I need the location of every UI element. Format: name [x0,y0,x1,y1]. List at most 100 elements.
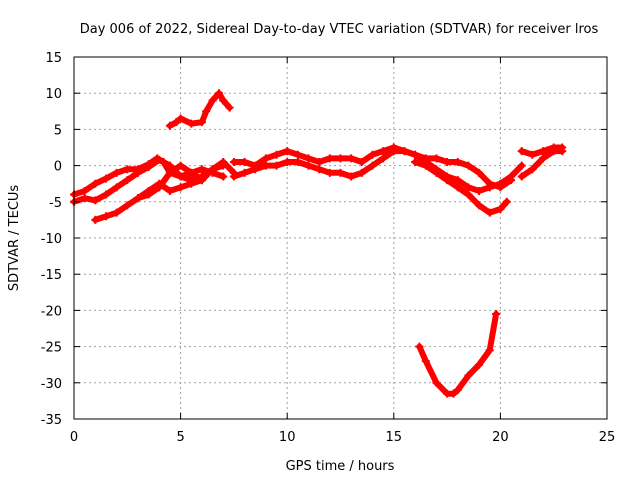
data-point [539,154,548,163]
data-point [80,194,89,203]
data-point [112,183,121,192]
y-tick-label: 10 [45,87,62,102]
data-point [133,168,142,177]
data-point [144,190,153,199]
x-tick-label: 0 [70,430,78,445]
series-track-j [517,143,567,159]
grid-lines [74,57,607,419]
data-point [293,150,302,159]
data-point [240,168,249,177]
data-point [475,186,484,195]
data-point [347,154,356,163]
x-tick-label: 25 [599,430,616,445]
data-point [517,172,526,181]
data-point [517,147,526,156]
data-point [123,201,132,210]
series-track-k [517,147,567,181]
data-point [415,342,424,351]
data-point [485,183,494,192]
data-point [453,183,462,192]
data-point [91,215,100,224]
data-point [219,172,228,181]
data-point [80,186,89,195]
data-point [432,154,441,163]
series-line [166,90,233,129]
data-point [325,168,334,177]
data-point [475,168,484,177]
data-point [492,310,501,319]
y-tick-label: 5 [54,123,62,138]
data-point [101,190,110,199]
data-point [272,161,281,170]
data-point [197,176,206,185]
data-point [208,96,217,105]
series-line [135,159,237,202]
data-point [101,174,110,183]
data-point [464,371,473,380]
data-point [176,183,185,192]
data-point [368,161,377,170]
data-point [389,147,398,156]
data-point [411,150,420,159]
data-point [272,150,281,159]
data-point [165,186,174,195]
data-point [91,179,100,188]
data-point [400,147,409,156]
series-track-i [415,310,501,398]
axis-ticks [73,56,608,420]
data-point [464,183,473,192]
data-point [502,197,511,206]
data-point [187,119,196,128]
y-axis-label: SDTVAR / TECUs [7,185,22,292]
data-point [443,176,452,185]
data-point [453,157,462,166]
data-point [172,118,181,127]
data-point [432,378,441,387]
data-point [123,176,132,185]
y-tick-label: 0 [54,160,62,175]
data-point [485,346,494,355]
y-tick-label: -15 [41,268,62,283]
data-point [304,161,313,170]
data-point [528,150,537,159]
data-point [261,161,270,170]
data-point [112,168,121,177]
series-track-g [229,147,526,195]
data-point [219,157,228,166]
series-line [230,148,525,194]
data-point [229,172,238,181]
data-point [219,96,228,105]
data-point [304,154,313,163]
data-point [558,147,567,156]
data-point [214,89,223,98]
data-point [368,150,377,159]
data-point [421,161,430,170]
data-point [165,161,174,170]
x-axis-label: GPS time / hours [286,459,395,474]
data-point [549,147,558,156]
data-point [176,114,185,123]
data-point [91,196,100,205]
series-track-d [133,157,238,203]
data-point [347,172,356,181]
data-point [411,157,420,166]
data-point [449,389,458,398]
data-point [443,157,452,166]
data-point [496,205,505,214]
data-point [507,172,516,181]
data-point [325,154,334,163]
data-point [475,360,484,369]
data-point [485,208,494,217]
data-point [293,157,302,166]
data-point [528,165,537,174]
data-point [357,168,366,177]
series-track-e [165,89,234,130]
data-point [251,165,260,174]
data-point [315,157,324,166]
series-line [416,311,500,397]
y-tick-label: -35 [41,413,62,428]
data-point [517,161,526,170]
data-point [464,161,473,170]
data-point [315,165,324,174]
